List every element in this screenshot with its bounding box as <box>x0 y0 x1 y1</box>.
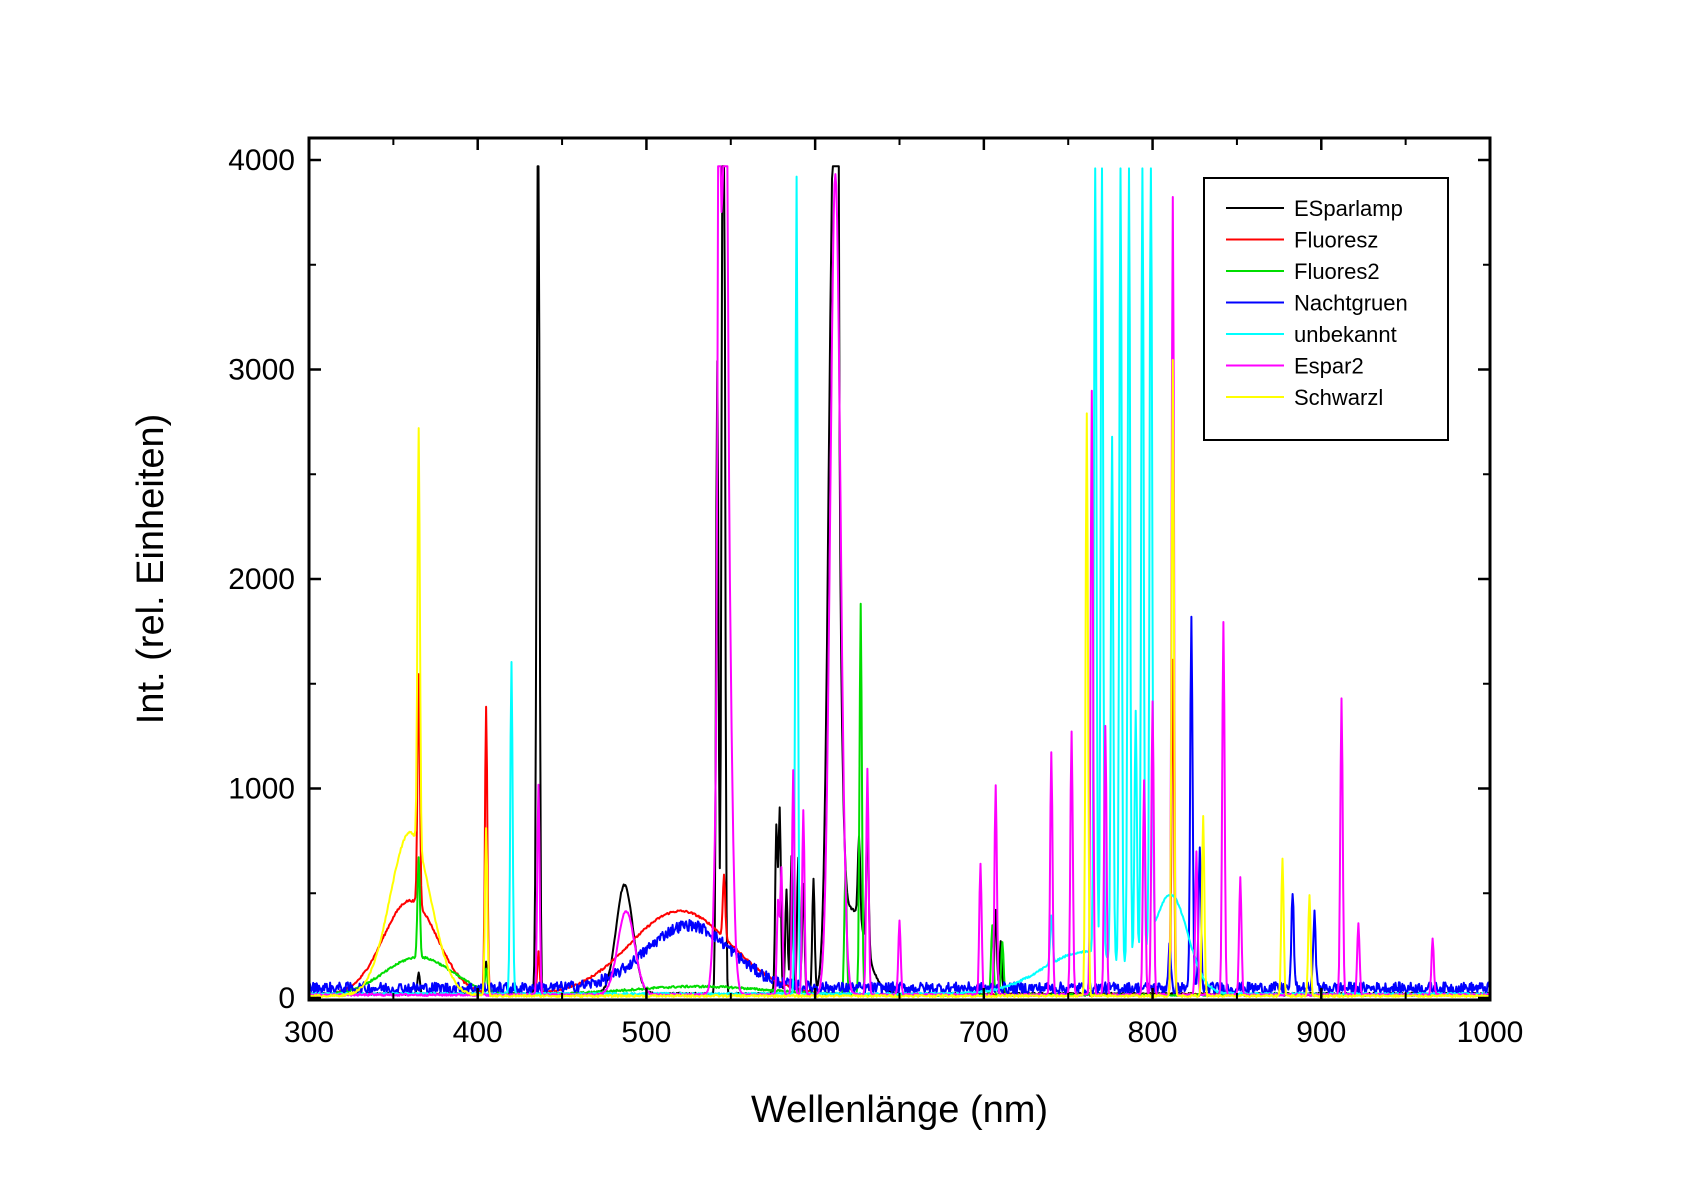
y-tick-label: 4000 <box>228 144 295 177</box>
x-tick-label: 1000 <box>1457 1016 1524 1049</box>
axis-tick-labels: 300 400 500 600 700 800 900 1000 0 1000 2000 3000 40… <box>228 144 1523 1049</box>
legend-label: Espar2 <box>1294 354 1364 379</box>
x-tick-label: 900 <box>1296 1016 1346 1049</box>
x-tick-label: 300 <box>284 1016 334 1049</box>
y-tick-label: 0 <box>278 982 295 1015</box>
legend-label: Schwarzl <box>1294 385 1383 410</box>
legend-label: unbekannt <box>1294 322 1397 347</box>
series-line-schwarzl <box>308 359 1491 998</box>
axis-ticks <box>307 138 1492 1000</box>
x-tick-label: 700 <box>959 1016 1009 1049</box>
y-tick-label: 3000 <box>228 354 295 387</box>
x-tick-label: 600 <box>790 1016 840 1049</box>
legend-label: Fluores2 <box>1294 259 1380 284</box>
series-line-nachtgruen <box>308 615 1491 995</box>
legend-label: ESparlamp <box>1294 196 1403 221</box>
x-axis-title: Wellenlänge (nm) <box>751 1089 1048 1131</box>
y-tick-label: 2000 <box>228 563 295 596</box>
legend-label: Fluoresz <box>1294 228 1378 253</box>
legend-label: Nachtgruen <box>1294 291 1408 316</box>
y-tick-label: 1000 <box>228 773 295 806</box>
legend: ESparlamp Fluoresz Fluores2 Nachtgruen unbek… <box>1203 177 1449 441</box>
x-tick-label: 500 <box>621 1016 671 1049</box>
x-tick-label: 400 <box>453 1016 503 1049</box>
x-tick-label: 800 <box>1128 1016 1178 1049</box>
y-axis-title: Int. (rel. Einheiten) <box>130 414 172 724</box>
